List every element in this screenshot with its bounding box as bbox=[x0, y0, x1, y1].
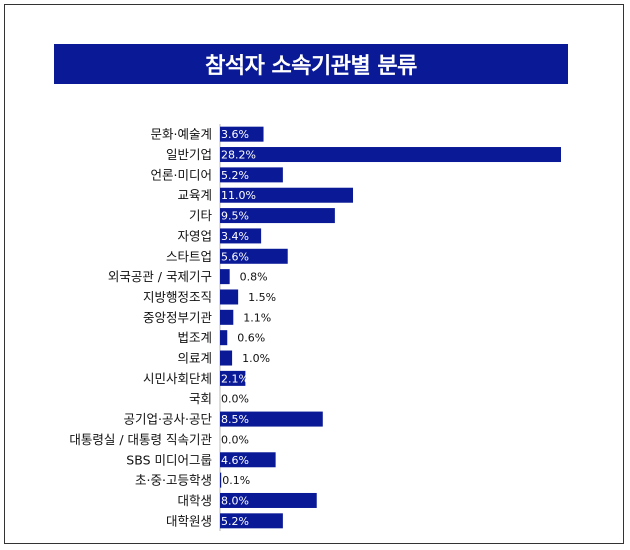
bar bbox=[220, 350, 233, 366]
value-label: 3.4% bbox=[221, 230, 249, 243]
value-label: 8.0% bbox=[221, 494, 249, 507]
category-label: 국회 bbox=[189, 391, 212, 406]
value-label: 0.0% bbox=[221, 433, 249, 446]
category-label: 교육계 bbox=[177, 188, 212, 203]
value-label: 11.0% bbox=[221, 189, 256, 202]
category-label: 의료계 bbox=[177, 351, 212, 366]
value-label: 5.2% bbox=[221, 169, 249, 182]
bar bbox=[220, 248, 288, 264]
category-label: 공기업·공사·공단 bbox=[124, 412, 213, 427]
value-label: 1.5% bbox=[248, 291, 276, 304]
bar bbox=[220, 269, 230, 285]
category-label: 대통령실 / 대통령 직속기관 bbox=[69, 432, 212, 447]
category-label: 스타트업 bbox=[166, 249, 212, 264]
bar bbox=[220, 330, 228, 346]
chart-frame bbox=[4, 4, 624, 544]
bar bbox=[220, 208, 335, 224]
bar bbox=[220, 452, 276, 468]
value-label: 4.6% bbox=[221, 454, 249, 467]
value-label: 0.0% bbox=[221, 393, 249, 406]
chart-title: 참석자 소속기관별 분류 bbox=[54, 44, 568, 84]
value-label: 5.2% bbox=[221, 515, 249, 528]
bar bbox=[220, 472, 222, 488]
category-label: 언론·미디어 bbox=[151, 167, 212, 182]
category-label: 대학원생 bbox=[166, 513, 212, 528]
value-label: 3.6% bbox=[221, 128, 249, 141]
category-label: 기타 bbox=[189, 208, 213, 223]
value-label: 0.1% bbox=[222, 474, 250, 487]
bar bbox=[220, 370, 246, 386]
category-label: 문화·예술계 bbox=[151, 127, 212, 142]
value-label: 8.5% bbox=[221, 413, 249, 426]
bar bbox=[220, 167, 283, 183]
value-label: 5.6% bbox=[221, 250, 249, 263]
category-label: 일반기업 bbox=[166, 147, 212, 162]
bar bbox=[220, 309, 234, 325]
bar bbox=[220, 411, 323, 427]
value-label: 0.6% bbox=[237, 332, 265, 345]
value-label: 2.1% bbox=[221, 372, 249, 385]
category-label: 대학생 bbox=[177, 493, 212, 508]
bar bbox=[220, 289, 239, 305]
category-label: 지방행정조직 bbox=[143, 289, 212, 304]
bar bbox=[220, 492, 317, 508]
value-label: 1.0% bbox=[242, 352, 270, 365]
bar bbox=[220, 187, 354, 203]
category-label: 외국공관 / 국제기구 bbox=[108, 269, 212, 284]
category-label: 초·중·고등학생 bbox=[135, 473, 212, 488]
category-label: 법조계 bbox=[177, 330, 212, 345]
category-label: SBS 미디어그룹 bbox=[126, 452, 212, 467]
category-label: 시민사회단체 bbox=[143, 371, 212, 386]
value-label: 9.5% bbox=[221, 210, 249, 223]
bar bbox=[220, 228, 262, 244]
category-label: 자영업 bbox=[177, 228, 212, 243]
bar bbox=[220, 513, 283, 529]
bar bbox=[220, 147, 561, 163]
value-label: 28.2% bbox=[221, 149, 256, 162]
value-label: 1.1% bbox=[243, 311, 271, 324]
bar bbox=[220, 126, 264, 142]
value-label: 0.8% bbox=[240, 271, 268, 284]
category-label: 중앙정부기관 bbox=[143, 310, 213, 325]
